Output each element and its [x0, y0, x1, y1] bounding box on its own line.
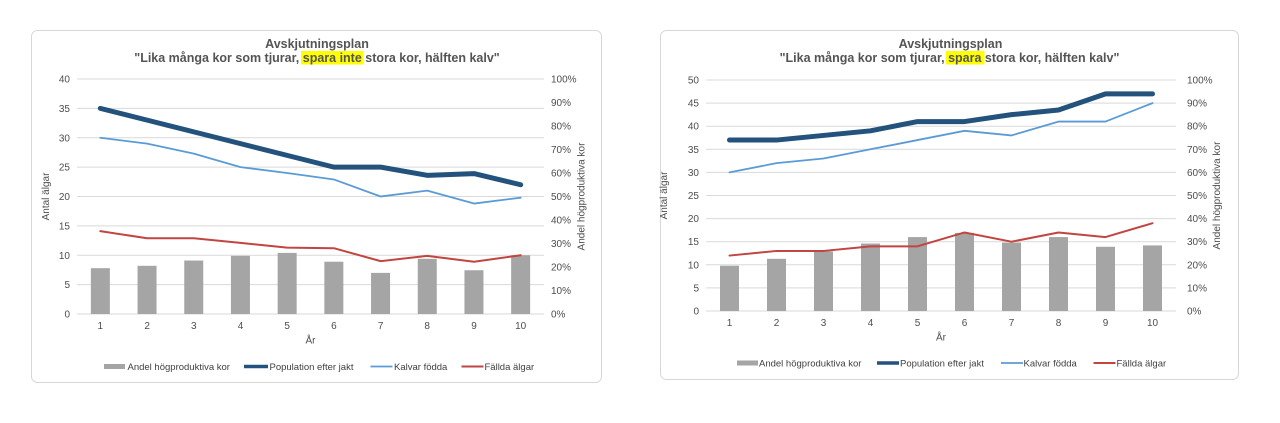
svg-text:5: 5	[693, 283, 699, 294]
svg-text:3: 3	[191, 321, 197, 332]
svg-text:7: 7	[1009, 318, 1015, 329]
svg-text:35: 35	[59, 104, 71, 115]
svg-text:Antal älgar: Antal älgar	[659, 171, 670, 219]
svg-text:15: 15	[59, 221, 71, 232]
svg-text:0: 0	[64, 310, 70, 321]
svg-text:25: 25	[688, 191, 700, 202]
svg-text:60%: 60%	[1187, 168, 1207, 179]
svg-text:10: 10	[1147, 318, 1159, 329]
svg-text:90%: 90%	[1187, 99, 1207, 110]
svg-text:40: 40	[688, 122, 700, 133]
svg-text:1: 1	[727, 318, 733, 329]
svg-text:År: År	[306, 334, 317, 347]
svg-text:2: 2	[774, 318, 780, 329]
svg-text:Andel högproduktiva kor: Andel högproduktiva kor	[577, 142, 588, 251]
svg-text:10: 10	[688, 260, 700, 271]
svg-text:50%: 50%	[1187, 191, 1207, 202]
svg-text:80%: 80%	[551, 122, 571, 133]
svg-text:30%: 30%	[551, 239, 571, 250]
svg-text:1: 1	[98, 321, 104, 332]
svg-text:"Lika många kor som tjurar, sp: "Lika många kor som tjurar, spara stora …	[780, 51, 1120, 65]
svg-text:Fällda älgar: Fällda älgar	[1117, 359, 1167, 370]
svg-text:4: 4	[238, 321, 244, 332]
svg-text:8: 8	[1056, 318, 1062, 329]
svg-text:5: 5	[284, 321, 290, 332]
svg-text:10%: 10%	[551, 286, 571, 297]
svg-text:Andel högproduktiva kor: Andel högproduktiva kor	[128, 362, 230, 373]
svg-text:40: 40	[59, 75, 71, 86]
svg-text:Andel högproduktiva kor: Andel högproduktiva kor	[759, 359, 861, 370]
svg-text:5: 5	[915, 318, 921, 329]
svg-text:70%: 70%	[551, 145, 571, 156]
svg-text:10%: 10%	[1187, 283, 1207, 294]
svg-text:Kalvar födda: Kalvar födda	[1024, 359, 1078, 370]
svg-text:45: 45	[688, 99, 700, 110]
svg-text:20: 20	[688, 214, 700, 225]
svg-text:9: 9	[1103, 318, 1109, 329]
svg-text:År: År	[936, 331, 947, 344]
svg-text:7: 7	[378, 321, 384, 332]
svg-text:20%: 20%	[551, 263, 571, 274]
svg-text:Avskjutningsplan: Avskjutningsplan	[899, 37, 1003, 51]
svg-text:10: 10	[59, 251, 71, 262]
svg-text:100%: 100%	[1187, 76, 1213, 87]
svg-text:50: 50	[688, 76, 700, 87]
svg-text:6: 6	[331, 321, 337, 332]
svg-text:40%: 40%	[551, 216, 571, 227]
svg-text:30%: 30%	[1187, 237, 1207, 248]
svg-text:Andel högproduktiva kor: Andel högproduktiva kor	[1212, 141, 1223, 250]
svg-text:8: 8	[424, 321, 430, 332]
svg-text:10: 10	[515, 321, 527, 332]
svg-text:0: 0	[693, 307, 699, 318]
svg-text:30: 30	[688, 168, 700, 179]
svg-text:Antal älgar: Antal älgar	[41, 172, 52, 220]
svg-text:40%: 40%	[1187, 214, 1207, 225]
svg-text:20%: 20%	[1187, 260, 1207, 271]
svg-text:9: 9	[471, 321, 477, 332]
svg-text:90%: 90%	[551, 98, 571, 109]
svg-text:Population efter jakt: Population efter jakt	[270, 362, 354, 373]
svg-text:Avskjutningsplan: Avskjutningsplan	[265, 37, 369, 51]
svg-text:100%: 100%	[551, 75, 577, 86]
svg-text:0%: 0%	[551, 310, 566, 321]
svg-text:3: 3	[821, 318, 827, 329]
svg-text:0%: 0%	[1187, 307, 1202, 318]
svg-text:Population efter jakt: Population efter jakt	[900, 359, 984, 370]
svg-text:Fällda älgar: Fällda älgar	[485, 362, 535, 373]
svg-text:Kalvar födda: Kalvar födda	[394, 362, 448, 373]
svg-text:5: 5	[64, 280, 70, 291]
svg-text:20: 20	[59, 192, 71, 203]
svg-text:"Lika många kor som tjurar, sp: "Lika många kor som tjurar, spara inte s…	[134, 51, 500, 65]
svg-text:6: 6	[962, 318, 968, 329]
svg-text:35: 35	[688, 145, 700, 156]
svg-text:15: 15	[688, 237, 700, 248]
svg-text:70%: 70%	[1187, 145, 1207, 156]
svg-text:50%: 50%	[551, 192, 571, 203]
svg-text:60%: 60%	[551, 169, 571, 180]
svg-text:2: 2	[144, 321, 150, 332]
svg-text:25: 25	[59, 163, 71, 174]
svg-text:4: 4	[868, 318, 874, 329]
svg-text:30: 30	[59, 133, 71, 144]
svg-text:80%: 80%	[1187, 122, 1207, 133]
